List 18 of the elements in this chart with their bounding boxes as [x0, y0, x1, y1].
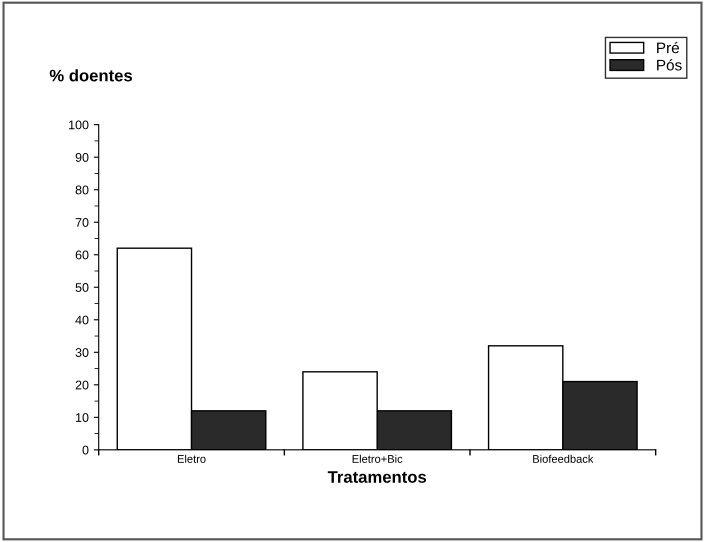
y-tick-label: 60	[76, 250, 88, 260]
y-tick-label: 80	[76, 186, 88, 194]
y-tick-label: 0	[82, 446, 88, 455]
x-axis-title: Tratamentos	[328, 471, 426, 483]
y-tick-label: 40	[75, 316, 88, 324]
legend-label: Pré	[657, 42, 679, 54]
x-tick-label: Biofeedback	[533, 454, 594, 463]
x-tick-label: Eletro	[178, 454, 206, 463]
y-tick-label: 20	[76, 380, 88, 390]
y-tick-label: 30	[76, 348, 88, 357]
legend-label: Pós	[657, 59, 682, 71]
y-tick-label: 50	[76, 283, 88, 292]
y-tick-label: 10	[76, 413, 88, 422]
y-tick-label: 90	[76, 152, 88, 162]
y-axis-title: % doentes	[50, 69, 132, 82]
y-tick-label: 100	[69, 120, 88, 130]
y-tick-label: 70	[76, 218, 88, 227]
x-tick-label: Eletro+Bic	[352, 454, 402, 463]
